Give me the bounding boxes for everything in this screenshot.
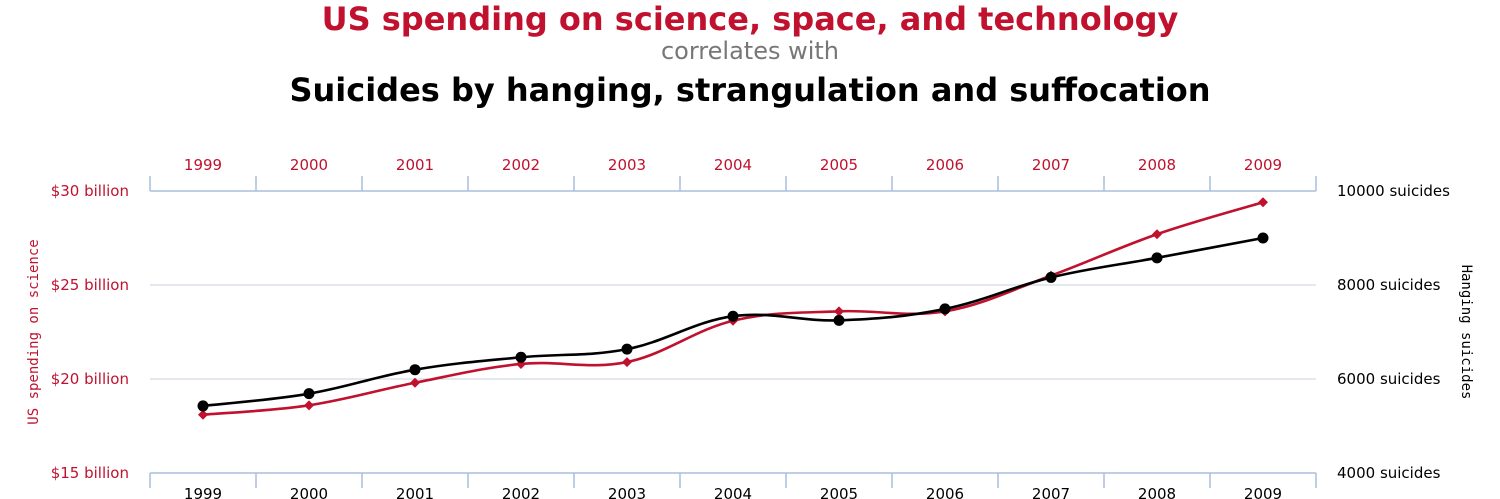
right-axis-tick-label: 6000 suicides xyxy=(1337,370,1441,388)
bottom-year-label: 2007 xyxy=(1032,485,1070,499)
left-axis-tick-label: $30 billion xyxy=(51,182,129,200)
top-year-label: 2002 xyxy=(502,156,540,174)
top-year-label: 2006 xyxy=(926,156,964,174)
spending-point xyxy=(198,409,208,420)
spending-point xyxy=(1152,229,1162,240)
top-year-label: 2000 xyxy=(290,156,328,174)
tick-labels-layer: 1999 1999 2000 2000 2001 2001 2002 2002 2003 2003… xyxy=(26,156,1474,499)
suicides-point xyxy=(197,400,209,412)
left-axis-title: US spending on science xyxy=(26,239,42,424)
bottom-year-label: 2005 xyxy=(820,485,858,499)
suicides-point xyxy=(1045,271,1057,283)
spending-point xyxy=(304,400,314,411)
left-axis-tick-label: $15 billion xyxy=(51,464,129,482)
spending-point xyxy=(410,377,420,388)
right-axis-tick-label: 10000 suicides xyxy=(1337,182,1450,200)
top-year-label: 2008 xyxy=(1138,156,1176,174)
suicides-point xyxy=(1257,232,1269,244)
bottom-year-label: 2004 xyxy=(714,485,752,499)
suicides-point xyxy=(939,303,951,315)
bottom-year-label: 2003 xyxy=(608,485,646,499)
top-year-label: 2004 xyxy=(714,156,752,174)
bottom-year-label: 2002 xyxy=(502,485,540,499)
top-year-label: 2009 xyxy=(1244,156,1282,174)
suicides-point xyxy=(1151,252,1163,264)
top-year-label: 2005 xyxy=(820,156,858,174)
bottom-year-label: 1999 xyxy=(184,485,222,499)
series-layer xyxy=(197,197,1269,420)
top-year-label: 2007 xyxy=(1032,156,1070,174)
left-axis-tick-label: $20 billion xyxy=(51,370,129,388)
suicides-point xyxy=(621,343,633,355)
suicides-point xyxy=(833,314,845,326)
bottom-year-label: 2006 xyxy=(926,485,964,499)
right-axis-tick-label: 4000 suicides xyxy=(1337,464,1441,482)
right-axis-title: Hanging suicides xyxy=(1458,265,1474,400)
bottom-year-label: 2008 xyxy=(1138,485,1176,499)
right-axis-tick-label: 8000 suicides xyxy=(1337,276,1441,294)
spending-point xyxy=(622,357,632,368)
chart-title-secondary: Suicides by hanging, strangulation and s… xyxy=(289,71,1210,109)
grid-layer xyxy=(150,284,1316,380)
top-year-label: 2001 xyxy=(396,156,434,174)
chart-title: US spending on science, space, and techn… xyxy=(322,0,1179,38)
left-axis-tick-label: $25 billion xyxy=(51,276,129,294)
chart-subtitle: correlates with xyxy=(661,37,839,65)
suicides-point xyxy=(409,364,421,376)
suicides-point xyxy=(727,310,739,322)
top-year-label: 1999 xyxy=(184,156,222,174)
spending-point xyxy=(834,306,844,317)
axes-layer xyxy=(149,176,1317,488)
top-year-label: 2003 xyxy=(608,156,646,174)
bottom-year-label: 2001 xyxy=(396,485,434,499)
suicides-point xyxy=(515,351,527,363)
spending-point xyxy=(1258,197,1268,208)
suicides-point xyxy=(303,388,315,400)
bottom-year-label: 2009 xyxy=(1244,485,1282,499)
bottom-year-label: 2000 xyxy=(290,485,328,499)
